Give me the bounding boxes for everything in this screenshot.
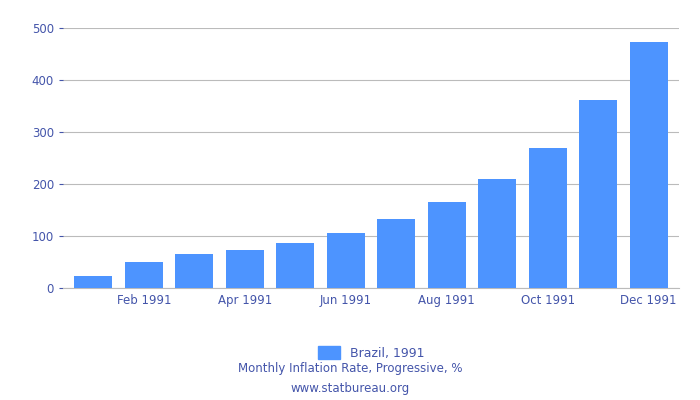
Bar: [377, 219, 415, 288]
Bar: [580, 100, 617, 288]
Text: Monthly Inflation Rate, Progressive, %: Monthly Inflation Rate, Progressive, %: [238, 362, 462, 375]
Bar: [478, 179, 516, 288]
Bar: [428, 202, 466, 288]
Text: www.statbureau.org: www.statbureau.org: [290, 382, 410, 395]
Bar: [74, 276, 112, 288]
Bar: [276, 243, 314, 288]
Bar: [175, 254, 214, 288]
Bar: [125, 262, 162, 288]
Bar: [226, 250, 264, 288]
Legend: Brazil, 1991: Brazil, 1991: [318, 346, 424, 360]
Bar: [630, 42, 668, 288]
Bar: [327, 233, 365, 288]
Bar: [528, 148, 567, 288]
